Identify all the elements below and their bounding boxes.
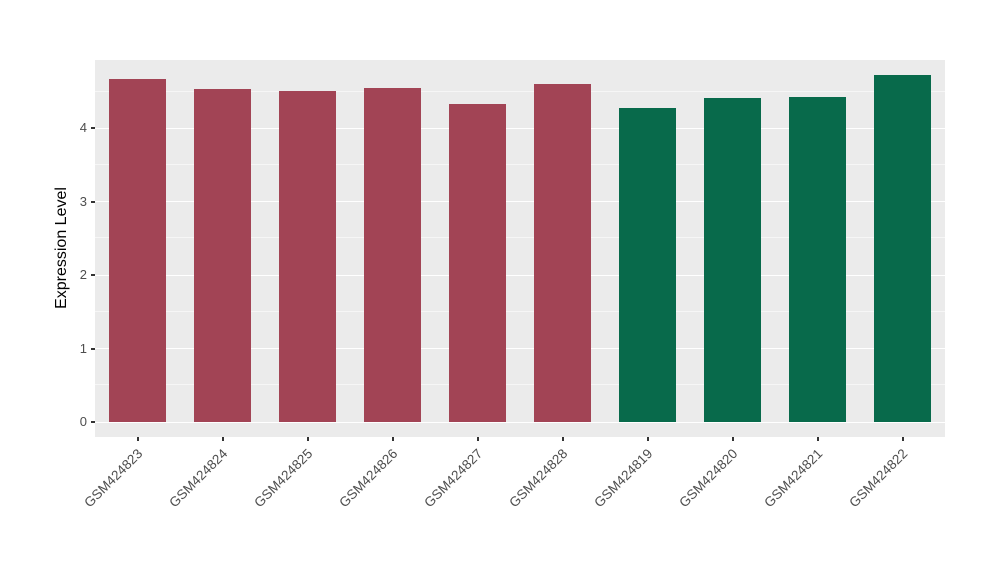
grid-minor-line — [95, 237, 945, 239]
bar-GSM424821 — [788, 96, 847, 422]
bar-GSM424824 — [193, 89, 252, 422]
grid-minor-line — [95, 90, 945, 92]
y-tick-label: 0 — [79, 414, 87, 429]
y-tick-label: 2 — [79, 267, 87, 283]
y-tick-mark — [91, 274, 95, 277]
x-tick-label: GSM424822 — [845, 446, 911, 511]
bar-GSM424826 — [363, 87, 422, 422]
grid-minor-line — [95, 384, 945, 386]
bar-GSM424828 — [533, 84, 592, 422]
x-tick-mark — [306, 437, 309, 441]
y-tick-label: 4 — [79, 120, 87, 136]
x-tick-label: GSM424819 — [590, 446, 656, 511]
x-tick-mark — [901, 437, 904, 441]
y-tick-mark — [91, 421, 95, 423]
x-tick-label: GSM424823 — [80, 446, 146, 511]
x-tick-label: GSM424825 — [250, 446, 316, 511]
y-tick-mark — [91, 200, 95, 203]
y-tick-mark — [91, 127, 95, 130]
y-tick-label: 1 — [79, 340, 87, 356]
grid-major-line — [95, 421, 945, 423]
bar-GSM424822 — [873, 74, 932, 422]
x-tick-label: GSM424827 — [420, 446, 486, 511]
y-tick-label: 3 — [79, 193, 87, 209]
x-tick-mark — [646, 437, 649, 441]
grid-major-line — [95, 201, 945, 203]
x-tick-mark — [476, 437, 479, 441]
x-tick-mark — [561, 437, 564, 441]
x-tick-label: GSM424826 — [335, 446, 401, 511]
x-tick-label: GSM424821 — [760, 446, 826, 511]
bar-GSM424819 — [618, 107, 677, 422]
grid-minor-line — [95, 164, 945, 166]
grid-major-line — [95, 348, 945, 350]
grid-major-line — [95, 127, 945, 129]
x-tick-mark — [816, 437, 819, 441]
x-tick-label: GSM424824 — [165, 446, 231, 511]
grid-minor-line — [95, 310, 945, 312]
x-tick-mark — [136, 437, 139, 441]
plot-panel — [95, 60, 945, 437]
y-tick-mark — [91, 347, 95, 350]
x-tick-label: GSM424828 — [505, 446, 571, 511]
bar-GSM424820 — [703, 98, 762, 422]
x-tick-mark — [731, 437, 734, 441]
x-tick-mark — [391, 437, 394, 441]
grid-major-line — [95, 274, 945, 276]
bar-GSM424825 — [278, 90, 337, 422]
bar-GSM424827 — [448, 104, 507, 422]
bar-GSM424823 — [108, 79, 167, 422]
x-tick-label: GSM424820 — [675, 446, 741, 511]
x-tick-mark — [221, 437, 224, 441]
